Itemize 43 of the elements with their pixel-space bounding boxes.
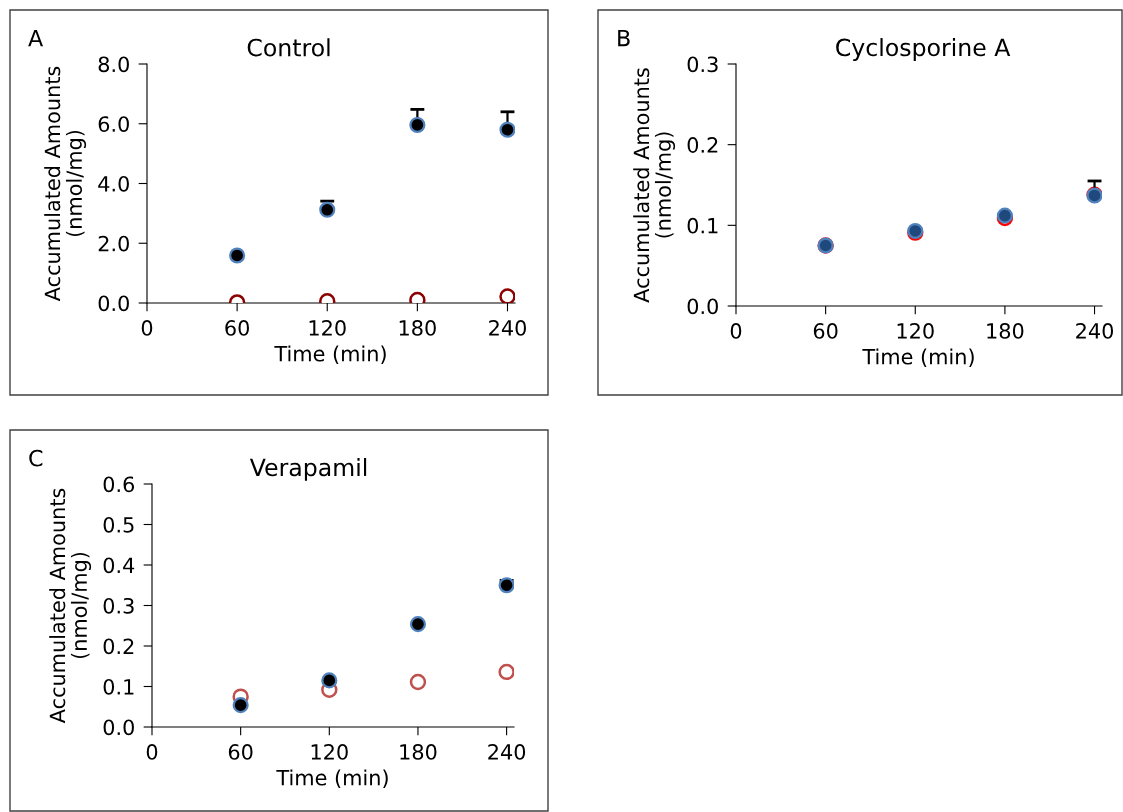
x-tick-label: 240: [488, 744, 526, 760]
y-tick-label: 6.0: [98, 116, 129, 132]
x-tick-label: 0: [141, 320, 153, 336]
text: A: [28, 29, 44, 47]
y-tick-label: 0.0: [98, 295, 129, 312]
x-tick-label: 60: [813, 323, 838, 339]
x-tick-label: 0: [730, 323, 742, 339]
x-tick-label: 0: [146, 744, 158, 760]
text: B: [618, 29, 630, 47]
y-tick-label: 0.3: [103, 597, 134, 614]
chart-title: Control: [247, 38, 330, 57]
x-tick-label: 180: [400, 744, 437, 760]
y-tick-label: 0.1: [103, 678, 134, 695]
x-axis-title: Time (min): [274, 345, 386, 364]
y-tick-label: 0.2: [687, 137, 718, 153]
y-tick-label: 0.1: [687, 217, 718, 234]
y-axis-title: Accumulated Amounts (nmol/mg): [633, 68, 676, 303]
x-tick-label: 120: [309, 320, 346, 336]
y-tick-label: 0.0: [687, 298, 718, 315]
y-tick-label: 4.0: [98, 175, 129, 192]
y-tick-label: 0.4: [103, 557, 135, 574]
y-tick-label: 0.3: [687, 56, 718, 73]
y-tick-label: 0.2: [103, 638, 134, 655]
x-tick-label: 120: [311, 744, 348, 760]
x-tick-label: 60: [228, 744, 253, 760]
text: C: [29, 449, 43, 467]
y-tick-label: 0.0: [103, 719, 134, 736]
x-axis-title: Time (min): [276, 769, 388, 788]
x-tick-label: 240: [489, 320, 526, 336]
x-tick-label: 180: [987, 323, 1024, 339]
x-axis-title: Time (min): [862, 348, 974, 367]
y-tick-label: 0.6: [103, 476, 135, 493]
x-tick-label: 120: [897, 323, 934, 339]
y-tick-label: 0.5: [103, 516, 134, 533]
y-tick-label: 8.0: [98, 56, 129, 73]
chart-title: Cyclosporine A: [836, 38, 1011, 61]
x-tick-label: 240: [1076, 323, 1114, 339]
y-axis-title: Accumulated Amounts (nmol/mg): [44, 66, 87, 302]
x-tick-label: 60: [225, 320, 249, 336]
y-axis-title: Accumulated Amounts (nmol/mg): [49, 488, 92, 724]
y-tick-label: 2.0: [98, 235, 129, 252]
chart-title: Verapamil: [249, 457, 367, 481]
x-tick-label: 180: [399, 320, 436, 336]
